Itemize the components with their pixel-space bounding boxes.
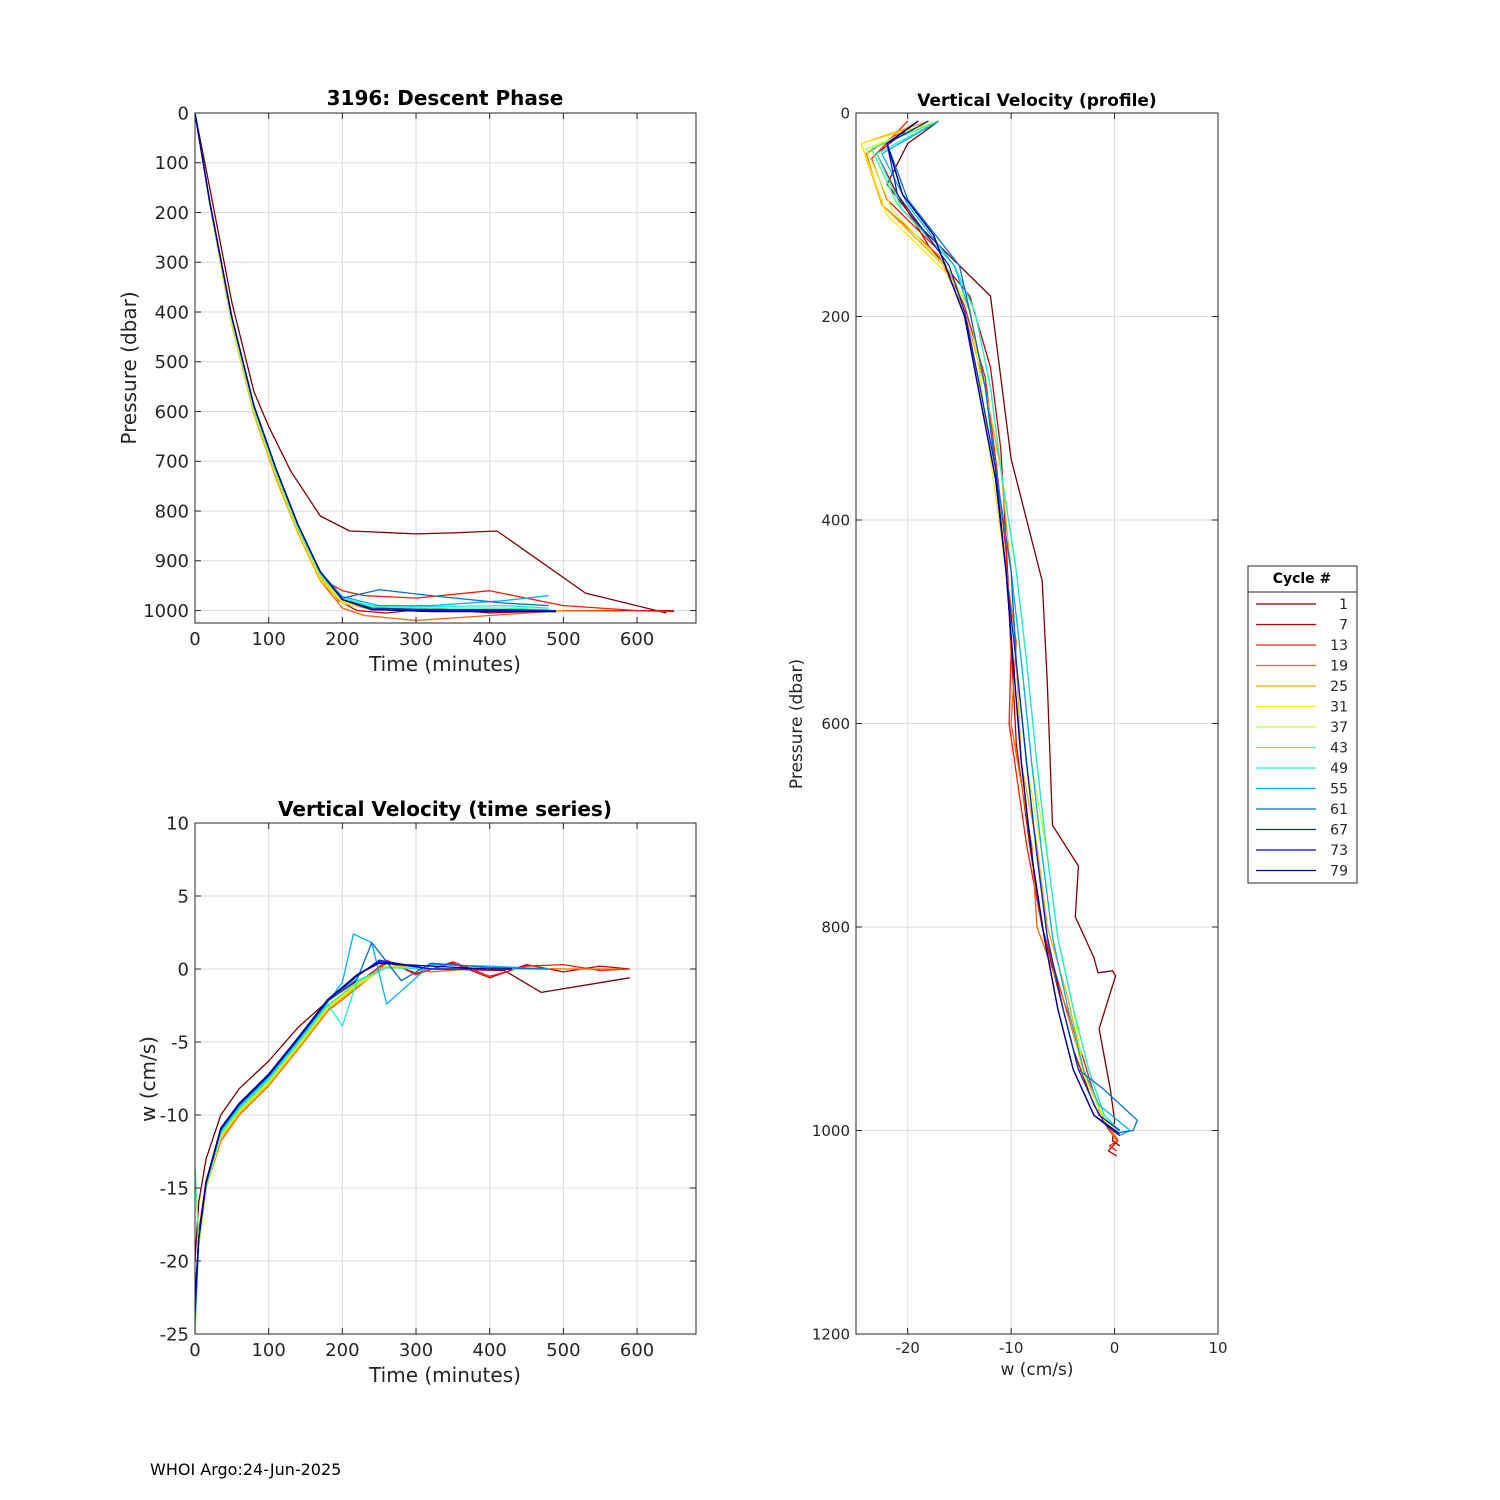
velocity-profile-ylabel: Pressure (dbar) bbox=[787, 659, 807, 789]
series-line-cycle-79 bbox=[886, 120, 1121, 1137]
y-tick-label: -20 bbox=[160, 1251, 189, 1272]
axes-box bbox=[194, 112, 697, 624]
series-group bbox=[195, 113, 674, 622]
legend-label-cycle-25: 25 bbox=[1330, 679, 1348, 695]
velocity-profile-xlabel: w (cm/s) bbox=[1000, 1360, 1073, 1380]
series-line-cycle-79 bbox=[195, 113, 556, 613]
x-tick-label: 500 bbox=[546, 1340, 580, 1361]
legend-label-cycle-55: 55 bbox=[1330, 782, 1348, 798]
plot-background bbox=[195, 113, 696, 623]
y-tick-label: 800 bbox=[155, 501, 189, 522]
y-tick-label: 700 bbox=[155, 452, 189, 473]
y-tick-label: 10 bbox=[166, 813, 189, 834]
y-tick-label: -15 bbox=[160, 1178, 189, 1199]
x-tick-label: 400 bbox=[473, 1340, 507, 1361]
x-tick-label: 0 bbox=[1110, 1339, 1120, 1357]
y-tick-label: 200 bbox=[155, 203, 189, 224]
velocity-timeseries-panel: Vertical Velocity (time series) Time (mi… bbox=[136, 797, 697, 1387]
legend-label-cycle-61: 61 bbox=[1330, 802, 1348, 818]
series-line-cycle-55 bbox=[881, 120, 1131, 1137]
axes-box bbox=[194, 822, 697, 1335]
x-tick-label: 0 bbox=[189, 629, 200, 650]
x-tick-label: 0 bbox=[189, 1340, 200, 1361]
y-tick-label: 600 bbox=[155, 402, 189, 423]
series-line-cycle-79 bbox=[195, 962, 512, 1298]
legend-title: Cycle # bbox=[1273, 571, 1332, 587]
series-line-cycle-1 bbox=[195, 966, 630, 1262]
legend-label-cycle-31: 31 bbox=[1330, 700, 1348, 716]
legend-label-cycle-49: 49 bbox=[1330, 761, 1348, 777]
series-group bbox=[860, 120, 1138, 1157]
velocity-timeseries-title: Vertical Velocity (time series) bbox=[278, 797, 612, 821]
x-tick-label: 600 bbox=[620, 629, 654, 650]
x-tick-label: -10 bbox=[999, 1339, 1024, 1357]
x-tick-label: 500 bbox=[546, 629, 580, 650]
y-tick-label: 400 bbox=[821, 511, 850, 529]
y-tick-label: 800 bbox=[821, 918, 850, 936]
legend-label-cycle-37: 37 bbox=[1330, 720, 1348, 736]
footer-stamp: WHOI Argo:24-Jun-2025 bbox=[150, 1460, 342, 1479]
x-tick-label: -20 bbox=[895, 1339, 920, 1357]
cycle-legend: Cycle # 1 7 13 19 25 31 37 43 49 55 61 67 73 79 bbox=[1247, 565, 1358, 884]
series-line-cycle-1 bbox=[195, 113, 667, 614]
legend-label-cycle-67: 67 bbox=[1330, 823, 1348, 839]
y-tick-label: 200 bbox=[821, 308, 850, 326]
y-tick-label: 400 bbox=[155, 302, 189, 323]
y-tick-label: 1200 bbox=[812, 1325, 850, 1343]
descent-phase-panel: 3196: Descent Phase Time (minutes) Press… bbox=[117, 86, 697, 676]
velocity-timeseries-plot-area: 0 100 200 300 400 500 600 -25 -20 -15 -10 -5 0 5 10 bbox=[160, 813, 697, 1361]
legend-label-cycle-19: 19 bbox=[1330, 659, 1348, 675]
legend-items: 1 7 13 19 25 31 37 43 49 55 61 67 73 79 bbox=[1256, 597, 1348, 880]
x-tick-label: 10 bbox=[1208, 1339, 1227, 1357]
velocity-timeseries-ylabel: w (cm/s) bbox=[136, 1036, 160, 1122]
x-tick-label: 100 bbox=[251, 1340, 285, 1361]
descent-phase-title: 3196: Descent Phase bbox=[327, 86, 564, 110]
y-tick-label: 100 bbox=[155, 153, 189, 174]
series-line-cycle-7 bbox=[876, 120, 1119, 1157]
series-group bbox=[195, 933, 630, 1334]
legend-label-cycle-13: 13 bbox=[1330, 638, 1348, 654]
legend-label-cycle-43: 43 bbox=[1330, 741, 1348, 757]
y-tick-label: 0 bbox=[840, 104, 850, 122]
x-tick-label: 200 bbox=[325, 629, 359, 650]
legend-label-cycle-79: 79 bbox=[1330, 864, 1348, 880]
velocity-profile-panel: Vertical Velocity (profile) w (cm/s) Pre… bbox=[787, 91, 1228, 1380]
x-tick-label: 600 bbox=[620, 1340, 654, 1361]
y-tick-label: 0 bbox=[178, 959, 189, 980]
y-tick-label: 900 bbox=[155, 551, 189, 572]
x-tick-label: 300 bbox=[399, 1340, 433, 1361]
descent-phase-xlabel: Time (minutes) bbox=[368, 652, 521, 676]
y-tick-label: 600 bbox=[821, 715, 850, 733]
y-tick-label: -25 bbox=[160, 1324, 189, 1345]
legend-label-cycle-1: 1 bbox=[1339, 597, 1348, 613]
plot-background bbox=[195, 823, 696, 1334]
y-tick-label: 0 bbox=[178, 103, 189, 124]
y-tick-label: 300 bbox=[155, 253, 189, 274]
x-tick-label: 300 bbox=[399, 629, 433, 650]
y-tick-label: -10 bbox=[160, 1105, 189, 1126]
series-line-cycle-67 bbox=[886, 120, 1121, 1132]
y-tick-label: 1000 bbox=[812, 1122, 850, 1140]
velocity-profile-title: Vertical Velocity (profile) bbox=[917, 91, 1156, 111]
y-tick-label: 1000 bbox=[143, 601, 189, 622]
legend-label-cycle-7: 7 bbox=[1339, 618, 1348, 634]
descent-phase-ylabel: Pressure (dbar) bbox=[117, 291, 141, 444]
x-tick-label: 400 bbox=[473, 629, 507, 650]
y-tick-label: -5 bbox=[171, 1032, 189, 1053]
descent-phase-plot-area: 0 100 200 300 400 500 600 0 100 200 300 400 500 600 70… bbox=[143, 103, 697, 650]
y-tick-label: 500 bbox=[155, 352, 189, 373]
y-tick-label: 5 bbox=[178, 886, 189, 907]
legend-label-cycle-73: 73 bbox=[1330, 843, 1348, 859]
series-line-cycle-1 bbox=[886, 120, 1121, 1147]
x-tick-label: 100 bbox=[251, 629, 285, 650]
x-tick-label: 200 bbox=[325, 1340, 359, 1361]
velocity-timeseries-xlabel: Time (minutes) bbox=[368, 1363, 521, 1387]
